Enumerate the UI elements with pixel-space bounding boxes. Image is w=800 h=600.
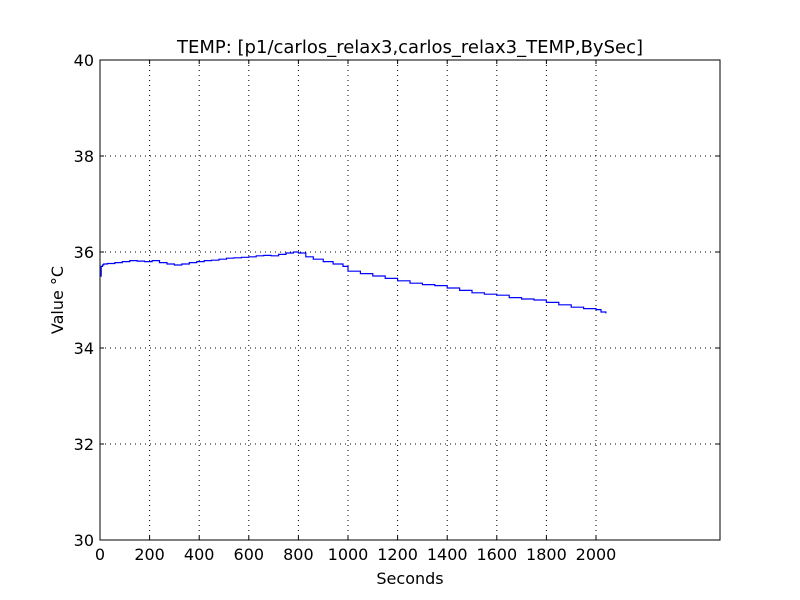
x-tick-label: 200 bbox=[134, 545, 165, 564]
x-tick-label: 1800 bbox=[526, 545, 567, 564]
y-tick-label: 38 bbox=[74, 147, 94, 166]
x-axis-label: Seconds bbox=[376, 569, 443, 588]
x-tick-label: 400 bbox=[184, 545, 215, 564]
series-line bbox=[100, 251, 607, 314]
y-axis-label: Value °C bbox=[48, 266, 67, 334]
y-tick-label: 40 bbox=[74, 51, 94, 70]
x-tick-label: 600 bbox=[234, 545, 265, 564]
x-tick-label: 1200 bbox=[377, 545, 418, 564]
x-tick-label: 2000 bbox=[576, 545, 617, 564]
plot-frame bbox=[99, 59, 721, 541]
y-tick-label: 30 bbox=[74, 531, 94, 550]
x-tick-label: 1000 bbox=[328, 545, 369, 564]
ticks: 0 200 400 600 800 1000 1200 1400 1600 1800 2000 30 3… bbox=[74, 51, 720, 564]
y-tick-label: 36 bbox=[74, 243, 94, 262]
x-tick-label: 0 bbox=[95, 545, 105, 564]
x-tick-label: 1600 bbox=[476, 545, 517, 564]
series-layer bbox=[100, 251, 607, 314]
y-tick-label: 32 bbox=[74, 435, 94, 454]
x-tick-label: 800 bbox=[283, 545, 314, 564]
grid-lines bbox=[100, 60, 720, 540]
y-tick-label: 34 bbox=[74, 339, 94, 358]
x-tick-label: 1400 bbox=[427, 545, 468, 564]
chart-title: TEMP: [p1/carlos_relax3,carlos_relax3_TE… bbox=[176, 37, 643, 58]
